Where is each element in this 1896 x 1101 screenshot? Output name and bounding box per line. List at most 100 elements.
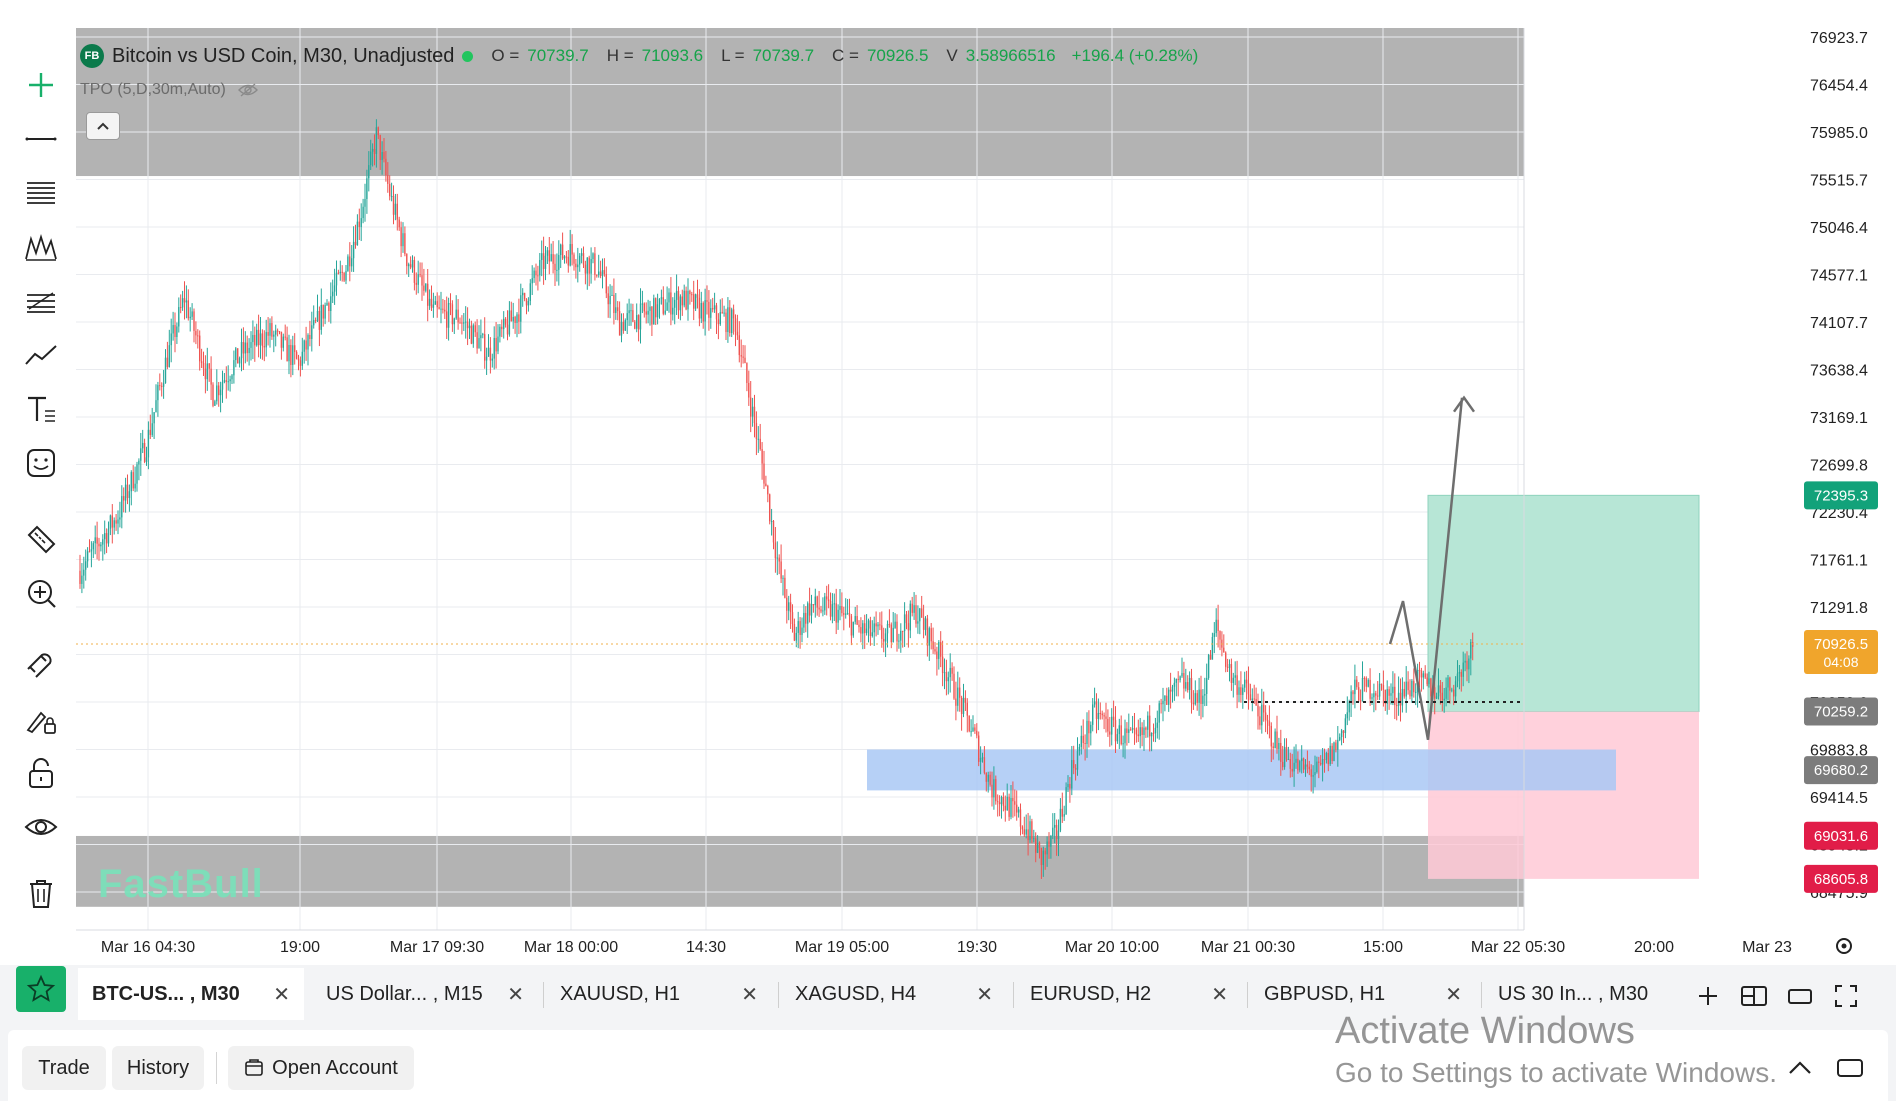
candle-body bbox=[1321, 759, 1324, 765]
candle-body bbox=[1462, 662, 1464, 677]
symbol-tabs-bar bbox=[0, 965, 1896, 1023]
price-label-text: 70926.5 bbox=[1814, 636, 1868, 653]
candle-body bbox=[833, 603, 835, 605]
candle-body bbox=[636, 315, 638, 329]
candle-body bbox=[1342, 730, 1345, 734]
candle-body bbox=[1344, 718, 1347, 734]
candle-body bbox=[580, 253, 583, 256]
expand-panel-button[interactable] bbox=[1782, 1050, 1818, 1086]
candle-body bbox=[791, 612, 794, 625]
candle-body bbox=[140, 448, 142, 461]
close-icon[interactable]: ✕ bbox=[507, 983, 524, 1006]
close-icon[interactable]: ✕ bbox=[1445, 983, 1462, 1006]
open-account-button[interactable]: Open Account bbox=[228, 1046, 414, 1090]
symbol-title[interactable]: Bitcoin vs USD Coin, M30, Unadjusted bbox=[112, 44, 455, 67]
tab-eurusd[interactable]: EURUSD, H2 ✕ bbox=[1016, 968, 1242, 1020]
favorites-button[interactable] bbox=[16, 966, 66, 1012]
candle-body bbox=[1207, 655, 1210, 678]
candle-body bbox=[1247, 683, 1250, 695]
fullscreen-button[interactable] bbox=[1828, 978, 1864, 1014]
close-icon[interactable]: ✕ bbox=[273, 983, 290, 1006]
candle-body bbox=[1249, 694, 1252, 701]
layout-button[interactable] bbox=[1736, 978, 1772, 1014]
candle-body bbox=[193, 311, 195, 331]
candle-body bbox=[546, 250, 549, 256]
tab-btc-usd[interactable]: BTC-US... , M30 ✕ bbox=[78, 968, 304, 1020]
close-icon[interactable]: ✕ bbox=[976, 983, 993, 1006]
candle-body bbox=[1339, 737, 1341, 740]
candle-body bbox=[1266, 719, 1269, 722]
panel-window-button[interactable] bbox=[1832, 1050, 1868, 1086]
tab-xagusd[interactable]: XAGUSD, H4 ✕ bbox=[781, 968, 1007, 1020]
candle-body bbox=[660, 297, 663, 299]
candle-body bbox=[438, 307, 440, 309]
candle-body bbox=[216, 385, 218, 402]
candle-body bbox=[180, 307, 182, 309]
eye-hidden-icon[interactable] bbox=[237, 83, 258, 97]
window-button[interactable] bbox=[1782, 978, 1818, 1014]
candle-body bbox=[1403, 688, 1405, 697]
candle-body bbox=[820, 609, 822, 612]
history-button[interactable]: History bbox=[112, 1046, 204, 1090]
candle-body bbox=[1466, 660, 1468, 670]
trash-icon[interactable] bbox=[18, 870, 64, 916]
candle-body bbox=[1375, 693, 1377, 696]
candle-body bbox=[1230, 664, 1233, 683]
magnet-icon[interactable] bbox=[18, 642, 64, 688]
candle-body bbox=[801, 627, 803, 635]
price-chart[interactable]: 76923.7 76454.4 75985.0 75515.7 75046.4 74577… bbox=[0, 0, 1896, 965]
candle-body bbox=[989, 774, 991, 785]
price-label-tag bbox=[1804, 821, 1878, 850]
collapse-legend-button[interactable] bbox=[86, 112, 120, 140]
candle-body bbox=[1276, 731, 1278, 750]
close-icon[interactable]: ✕ bbox=[741, 983, 758, 1006]
candle-body bbox=[191, 311, 193, 317]
candle-timer-text: 04:08 bbox=[1823, 654, 1858, 670]
ruler-icon[interactable] bbox=[18, 516, 64, 562]
lock-icon[interactable] bbox=[18, 750, 64, 796]
brush-lock-icon[interactable] bbox=[18, 696, 64, 742]
close-icon[interactable]: ✕ bbox=[1211, 983, 1228, 1006]
candle-body bbox=[385, 158, 387, 176]
trade-button[interactable]: Trade bbox=[22, 1046, 106, 1090]
candle-body bbox=[1274, 731, 1276, 749]
parallel-channel-icon[interactable] bbox=[18, 278, 64, 324]
zoom-in-icon[interactable] bbox=[18, 570, 64, 616]
candle-body bbox=[527, 301, 530, 306]
indicator-row[interactable]: TPO (5,D,30m,Auto) bbox=[80, 77, 296, 103]
candle-body bbox=[358, 221, 360, 228]
eye-icon[interactable] bbox=[18, 804, 64, 850]
crosshair-plus-icon[interactable] bbox=[18, 62, 64, 108]
candle-body bbox=[1023, 829, 1025, 835]
drawing-toolbar bbox=[0, 28, 76, 908]
candle-body bbox=[981, 757, 984, 759]
tab-gbpusd[interactable]: GBPUSD, H1 ✕ bbox=[1250, 968, 1476, 1020]
candle-body bbox=[1388, 689, 1390, 696]
price-tick-label: 71761.1 bbox=[1810, 553, 1868, 570]
text-tool-icon[interactable] bbox=[18, 386, 64, 432]
add-tab-button[interactable] bbox=[1690, 978, 1726, 1014]
candle-body bbox=[1042, 850, 1044, 866]
emoji-icon[interactable] bbox=[18, 440, 64, 486]
fib-lines-icon[interactable] bbox=[18, 170, 64, 216]
candle-body bbox=[1337, 739, 1339, 750]
candle-body bbox=[911, 603, 913, 613]
candle-body bbox=[1065, 787, 1067, 815]
candle-body bbox=[383, 152, 385, 159]
tab-xauusd[interactable]: XAUUSD, H1 ✕ bbox=[546, 968, 772, 1020]
tab-us30[interactable]: US 30 In... , M30 bbox=[1484, 968, 1684, 1020]
candle-body bbox=[1441, 692, 1443, 701]
horizontal-line-icon[interactable] bbox=[18, 116, 64, 162]
candle-body bbox=[689, 290, 691, 295]
candle-body bbox=[712, 308, 714, 310]
candle-body bbox=[375, 127, 378, 154]
candle-body bbox=[788, 602, 790, 611]
candle-body bbox=[446, 311, 448, 328]
pattern-icon[interactable] bbox=[18, 224, 64, 270]
settings-icon[interactable] bbox=[1836, 938, 1852, 954]
tab-us-dollar[interactable]: US Dollar... , M15 ✕ bbox=[312, 968, 538, 1020]
candle-body bbox=[111, 515, 113, 528]
trend-line-icon[interactable] bbox=[18, 332, 64, 378]
candle-body bbox=[852, 621, 854, 636]
candle-body bbox=[94, 537, 96, 544]
